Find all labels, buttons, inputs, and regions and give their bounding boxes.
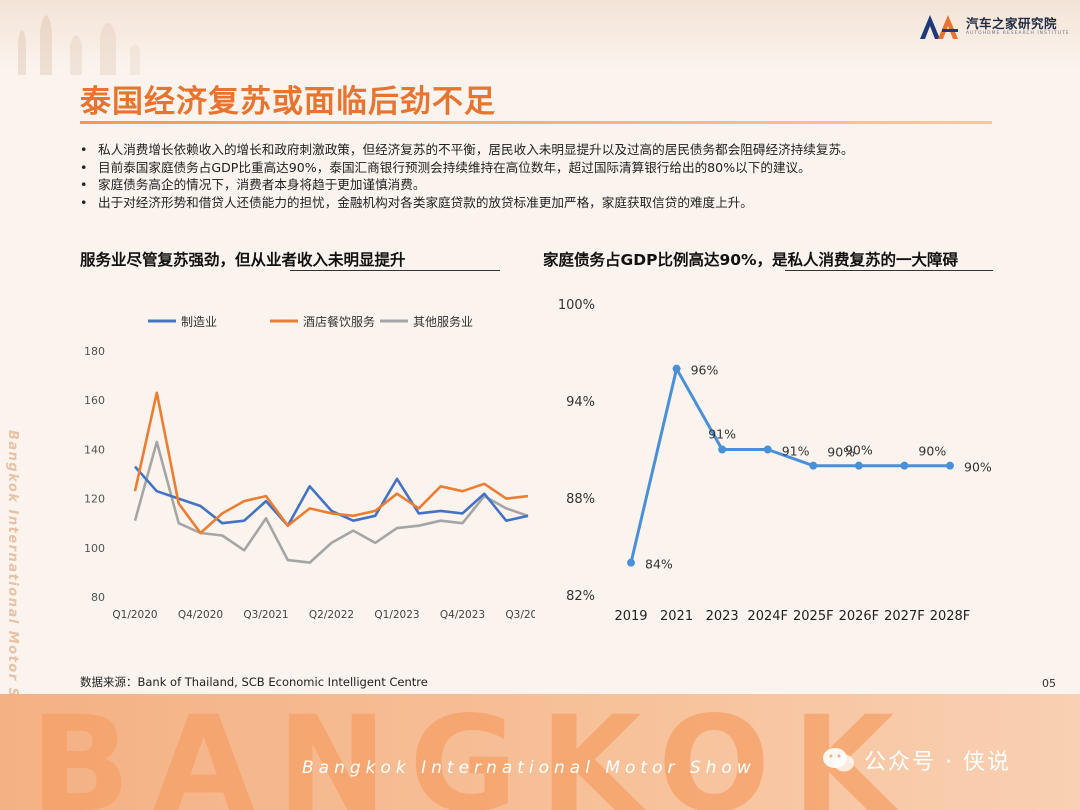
header-background <box>0 0 1080 70</box>
banner-subtitle: Bangkok International Motor Show <box>302 758 756 778</box>
data-label: 91% <box>708 427 736 442</box>
wechat-icon <box>823 748 854 772</box>
data-label: 84% <box>645 557 673 572</box>
data-point <box>946 461 954 470</box>
household-debt-line-chart: 82% 88% 94% 100% 2019 2021 2023 2024F 2025F 2026F… <box>558 298 992 624</box>
y-tick-label: 120 <box>84 493 105 506</box>
x-tick-label: 2019 <box>614 609 647 624</box>
x-tick-label: 2023 <box>706 609 739 624</box>
left-heading-rule <box>290 270 500 271</box>
data-label: 90% <box>845 443 873 458</box>
logo-english-name: AUTOHOME RESEARCH INSTITUTE <box>966 31 1070 36</box>
wechat-watermark: 公众号 · 侠说 <box>822 744 1011 776</box>
legend-label: 酒店餐饮服务 <box>303 314 375 329</box>
autohome-logo-icon <box>920 15 958 39</box>
x-tick-label: Q3/2024 <box>505 609 535 621</box>
y-tick-label: 80 <box>91 591 105 604</box>
logo: 汽车之家研究院 AUTOHOME RESEARCH INSTITUTE <box>918 12 1070 42</box>
x-tick-label: Q1/2020 <box>112 609 157 621</box>
right-heading-rule <box>785 270 993 271</box>
y-tick-label: 100 <box>84 542 105 555</box>
side-watermark-text: Bangkok International Motor Show <box>5 430 20 734</box>
data-point <box>809 461 818 470</box>
footer-banner: BANGKOK Bangkok International Motor Show… <box>0 694 1080 810</box>
series-line <box>133 391 529 535</box>
y-tick-label: 88% <box>566 492 595 507</box>
series-line <box>134 465 529 527</box>
x-tick-label: 2021 <box>660 609 693 624</box>
page-number: 05 <box>1042 677 1056 690</box>
y-tick-label: 82% <box>566 589 595 604</box>
y-tick-label: 140 <box>84 443 105 456</box>
data-point <box>672 364 681 373</box>
y-tick-label: 100% <box>558 298 595 313</box>
data-point <box>763 445 772 454</box>
data-label: 91% <box>782 444 810 459</box>
bullet-item: 私人消费增长依赖收入的增长和政府刺激政策，但经济复苏的不平衡，居民收入未明显提升… <box>78 141 1038 159</box>
x-tick-label: Q1/2023 <box>374 609 419 621</box>
bullet-list: 私人消费增长依赖收入的增长和政府刺激政策，但经济复苏的不平衡，居民收入未明显提升… <box>78 141 1038 211</box>
bullet-item: 家庭债务高企的情况下，消费者本身将趋于更加谨慎消费。 <box>78 176 1038 194</box>
data-point <box>718 445 727 454</box>
y-tick-label: 94% <box>566 395 595 410</box>
title-underline <box>80 121 992 124</box>
x-tick-label: Q2/2022 <box>309 609 354 621</box>
y-tick-label: 180 <box>84 345 105 358</box>
logo-chinese-name: 汽车之家研究院 <box>966 15 1058 31</box>
data-point <box>900 461 909 470</box>
data-label: 96% <box>691 363 719 378</box>
x-tick-label: Q4/2020 <box>178 609 223 621</box>
data-source: 数据来源：Bank of Thailand, SCB Economic Inte… <box>80 675 428 689</box>
data-label: 90% <box>827 445 855 460</box>
right-chart-heading: 家庭债务占GDP比例高达90%，是私人消费复苏的一大障碍 <box>543 251 959 269</box>
x-tick-label: 2028F <box>930 609 971 624</box>
legend-label: 其他服务业 <box>413 314 473 329</box>
wechat-account-name: 公众号 · 侠说 <box>864 750 1011 775</box>
bullet-item: 出于对经济形势和借贷人还债能力的担忧，金融机构对各类家庭贷款的放贷标准更加严格，… <box>78 194 1038 212</box>
x-tick-label: 2027F <box>884 609 925 624</box>
left-chart-heading: 服务业尽管复苏强劲，但从业者收入未明显提升 <box>80 251 406 269</box>
data-label: 90% <box>918 444 946 459</box>
series-line <box>133 440 529 564</box>
banner-big-word: BANGKOK <box>30 694 917 810</box>
data-point <box>854 461 863 470</box>
x-tick-label: 2026F <box>839 609 880 624</box>
x-tick-label: 2024F <box>747 609 788 624</box>
data-point <box>627 558 635 567</box>
x-tick-label: Q3/2021 <box>243 609 288 621</box>
bullet-item: 目前泰国家庭债务占GDP比重高达90%，泰国汇商银行预测会持续维持在高位数年，超… <box>78 159 1038 177</box>
temple-silhouette-icon <box>18 15 140 75</box>
page-title: 泰国经济复苏或面临后劲不足 <box>80 84 496 120</box>
data-label: 90% <box>964 460 992 475</box>
series-line <box>629 367 950 564</box>
x-tick-label: 2025F <box>793 609 834 624</box>
x-tick-label: Q4/2023 <box>440 609 485 621</box>
y-tick-label: 160 <box>84 394 105 407</box>
services-income-line-chart: 80 100 120 140 160 180 Q1/2020 Q4/2020 Q3/2021 Q2… <box>84 314 535 621</box>
legend-label: 制造业 <box>181 315 217 329</box>
